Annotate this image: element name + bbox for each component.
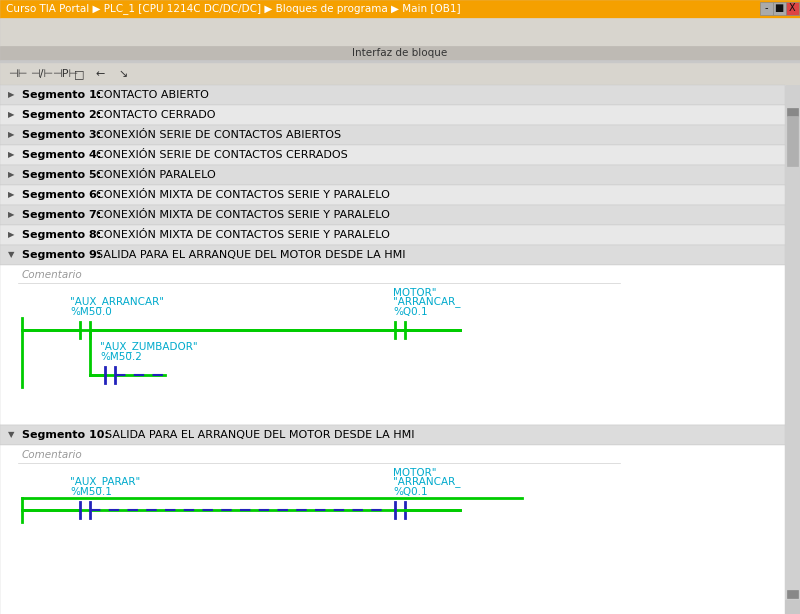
Text: SALIDA PARA EL ARRANQUE DEL MOTOR DESDE LA HMI: SALIDA PARA EL ARRANQUE DEL MOTOR DESDE … — [105, 430, 414, 440]
Bar — [0, 245, 785, 265]
Text: Segmento 2:: Segmento 2: — [22, 110, 102, 120]
Text: Segmento 1:: Segmento 1: — [22, 90, 102, 100]
Bar — [0, 225, 785, 245]
Text: ▶: ▶ — [8, 171, 14, 179]
Bar — [787, 590, 798, 598]
Text: CONTACTO ABIERTO: CONTACTO ABIERTO — [96, 90, 209, 100]
Text: -: - — [764, 3, 768, 13]
Text: ⊣/⊢: ⊣/⊢ — [30, 69, 54, 79]
Bar — [773, 2, 786, 15]
Text: "ARRANCAR_: "ARRANCAR_ — [393, 297, 461, 308]
Bar — [0, 185, 785, 205]
Bar — [0, 0, 800, 18]
Bar — [0, 425, 785, 445]
Text: ■: ■ — [774, 3, 784, 13]
Bar — [0, 85, 785, 599]
Text: Segmento 6:: Segmento 6: — [22, 190, 102, 200]
Text: "AUX_ARRANCAR": "AUX_ARRANCAR" — [70, 297, 164, 308]
Bar — [786, 2, 799, 15]
Text: ▶: ▶ — [8, 131, 14, 139]
Bar — [0, 145, 785, 165]
Bar — [0, 265, 785, 425]
Text: Segmento 3:: Segmento 3: — [22, 130, 101, 140]
Text: Comentario: Comentario — [22, 270, 82, 280]
Text: CONTACTO CERRADO: CONTACTO CERRADO — [96, 110, 215, 120]
Bar — [0, 165, 785, 185]
Bar — [0, 445, 785, 614]
Bar — [760, 2, 773, 15]
Bar — [0, 105, 785, 125]
Text: ⊣P⊢: ⊣P⊢ — [52, 69, 78, 79]
Text: "AUX_PARAR": "AUX_PARAR" — [70, 476, 140, 488]
Text: ▶: ▶ — [8, 150, 14, 160]
Bar — [0, 46, 800, 60]
Bar — [787, 116, 798, 166]
Text: Segmento 8:: Segmento 8: — [22, 230, 102, 240]
Bar — [785, 85, 800, 599]
Text: %Q0.1: %Q0.1 — [393, 307, 428, 317]
Text: □: □ — [74, 69, 85, 79]
Bar — [0, 125, 785, 145]
Bar — [0, 18, 800, 46]
Bar — [0, 85, 785, 105]
Text: ↘: ↘ — [118, 69, 127, 79]
Bar — [787, 108, 798, 116]
Text: MOTOR": MOTOR" — [393, 468, 437, 478]
Text: X: X — [789, 3, 795, 13]
Text: "ARRANCAR_: "ARRANCAR_ — [393, 476, 461, 488]
Text: ▶: ▶ — [8, 230, 14, 239]
Bar — [0, 63, 800, 85]
Text: Segmento 5:: Segmento 5: — [22, 170, 101, 180]
Text: CONEXIÓN SERIE DE CONTACTOS CERRADOS: CONEXIÓN SERIE DE CONTACTOS CERRADOS — [96, 150, 348, 160]
Text: CONEXIÓN PARALELO: CONEXIÓN PARALELO — [96, 170, 216, 180]
Text: CONEXIÓN MIXTA DE CONTACTOS SERIE Y PARALELO: CONEXIÓN MIXTA DE CONTACTOS SERIE Y PARA… — [96, 230, 390, 240]
Text: ▼: ▼ — [8, 430, 14, 440]
Text: SALIDA PARA EL ARRANQUE DEL MOTOR DESDE LA HMI: SALIDA PARA EL ARRANQUE DEL MOTOR DESDE … — [96, 250, 406, 260]
Text: ←: ← — [96, 69, 106, 79]
Text: CONEXIÓN MIXTA DE CONTACTOS SERIE Y PARALELO: CONEXIÓN MIXTA DE CONTACTOS SERIE Y PARA… — [96, 190, 390, 200]
Text: ▶: ▶ — [8, 90, 14, 99]
Text: %M50.0: %M50.0 — [70, 307, 112, 317]
Text: ▶: ▶ — [8, 211, 14, 219]
Text: CONEXIÓN MIXTA DE CONTACTOS SERIE Y PARALELO: CONEXIÓN MIXTA DE CONTACTOS SERIE Y PARA… — [96, 210, 390, 220]
Text: Segmento 9:: Segmento 9: — [22, 250, 102, 260]
Text: MOTOR": MOTOR" — [393, 288, 437, 298]
Text: Segmento 10:: Segmento 10: — [22, 430, 109, 440]
Text: ▶: ▶ — [8, 190, 14, 200]
Text: Curso TIA Portal ▶ PLC_1 [CPU 1214C DC/DC/DC] ▶ Bloques de programa ▶ Main [OB1]: Curso TIA Portal ▶ PLC_1 [CPU 1214C DC/D… — [6, 4, 461, 15]
Text: "AUX_ZUMBADOR": "AUX_ZUMBADOR" — [100, 341, 198, 352]
Text: %M50.1: %M50.1 — [70, 487, 112, 497]
Text: ⊣⊢: ⊣⊢ — [8, 69, 27, 79]
Bar — [0, 205, 785, 225]
Bar — [0, 60, 800, 63]
Text: %Q0.1: %Q0.1 — [393, 487, 428, 497]
Text: Segmento 4:: Segmento 4: — [22, 150, 102, 160]
Text: ▼: ▼ — [8, 251, 14, 260]
Text: ▶: ▶ — [8, 111, 14, 120]
Text: Segmento 7:: Segmento 7: — [22, 210, 102, 220]
Text: Comentario: Comentario — [22, 450, 82, 460]
Text: CONEXIÓN SERIE DE CONTACTOS ABIERTOS: CONEXIÓN SERIE DE CONTACTOS ABIERTOS — [96, 130, 341, 140]
Text: %M50.2: %M50.2 — [100, 352, 142, 362]
Text: Interfaz de bloque: Interfaz de bloque — [352, 48, 448, 58]
